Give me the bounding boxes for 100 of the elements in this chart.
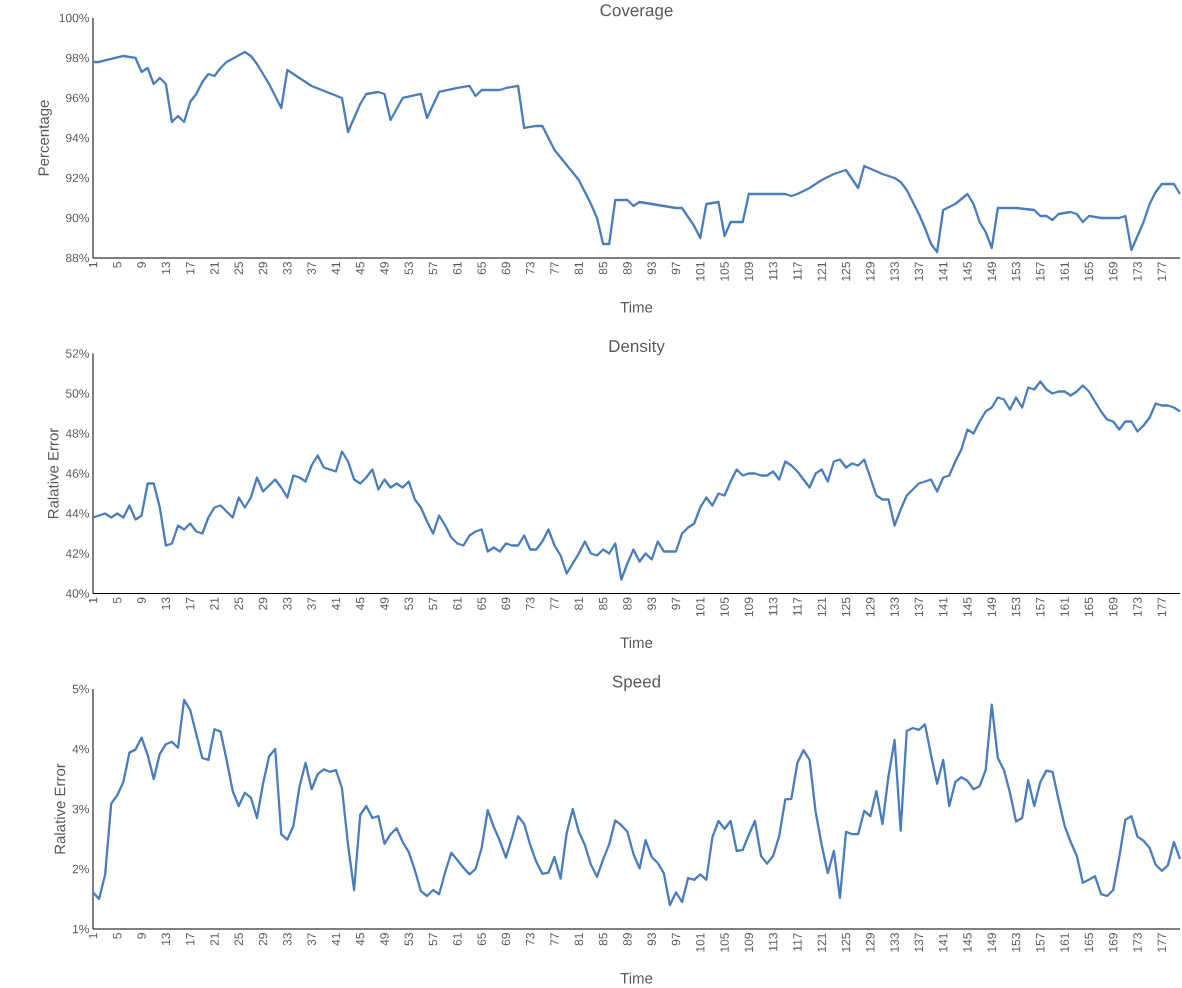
x-tick-label: 29 (258, 262, 268, 275)
x-tick-label: 165 (1084, 597, 1094, 617)
x-tick-label: 121 (817, 597, 826, 617)
x-tick-label: 97 (671, 262, 681, 275)
x-tick-label: 137 (914, 262, 924, 281)
x-tick-label: 145 (963, 933, 972, 952)
x-tick-label: 125 (841, 933, 851, 952)
x-tick-label: 173 (1133, 933, 1142, 952)
y-tick-label: 90% (66, 213, 90, 223)
x-tick-label: 61 (453, 262, 462, 275)
x-tick-label: 77 (550, 933, 559, 946)
x-tick-label: 157 (1036, 597, 1045, 617)
x-tick-label: 177 (1157, 262, 1166, 281)
y-tick-label: 88% (65, 253, 90, 263)
x-tick-label: 41 (331, 597, 341, 611)
x-tick-label: 137 (914, 933, 924, 952)
x-tick-label: 101 (696, 597, 705, 617)
y-tick-label: 52% (65, 349, 90, 358)
x-tick-label: 133 (890, 262, 899, 281)
x-tick-label: 109 (744, 262, 754, 281)
x-tick-label: 9 (137, 933, 146, 939)
x-tick-label: 41 (331, 262, 341, 275)
x-tick-label: 145 (963, 262, 972, 281)
x-tick-label: 1 (88, 597, 98, 603)
x-tick-label: 21 (210, 933, 219, 946)
x-tick-label: 49 (380, 262, 389, 275)
x-tick-label: 121 (817, 933, 826, 952)
y-tick-label: 44% (65, 509, 90, 518)
x-tick-label: 65 (477, 262, 486, 275)
x-tick-label: 45 (356, 262, 365, 275)
y-tick-label: 5% (72, 684, 90, 694)
x-tick-label: 149 (987, 597, 996, 617)
x-tick-label: 5 (113, 933, 122, 939)
x-tick-label: 25 (234, 262, 243, 275)
x-tick-label: 93 (647, 597, 656, 610)
x-tick-label: 141 (939, 933, 948, 952)
x-tick-label: 141 (939, 262, 948, 281)
y-axis-title: Ralative Error (47, 427, 59, 519)
x-tick-label: 17 (186, 597, 195, 610)
x-tick-label: 129 (866, 597, 875, 617)
chart-title: Coverage (600, 4, 673, 20)
x-tick-label: 109 (744, 933, 754, 952)
x-tick-label: 25 (234, 597, 243, 610)
x-tick-label: 169 (1108, 262, 1118, 281)
x-tick-label: 165 (1084, 933, 1094, 952)
x-tick-label: 153 (1011, 597, 1021, 617)
y-tick-label: 40% (65, 589, 90, 598)
x-tick-label: 105 (720, 933, 729, 952)
x-tick-label: 85 (598, 933, 608, 946)
x-tick-label: 157 (1036, 933, 1045, 952)
x-tick-label: 141 (939, 597, 948, 617)
y-tick-label: 98% (66, 53, 90, 63)
x-tick-label: 77 (550, 597, 559, 610)
x-tick-label: 13 (161, 933, 171, 945)
y-tick-label: 48% (65, 429, 90, 438)
x-tick-label: 49 (380, 933, 389, 946)
x-tick-label: 17 (186, 933, 195, 945)
x-tick-label: 49 (380, 597, 389, 611)
x-tick-label: 161 (1060, 597, 1069, 617)
x-tick-label: 117 (793, 597, 802, 616)
y-tick-label: 2% (72, 864, 90, 874)
x-tick-label: 45 (356, 933, 365, 946)
x-tick-label: 25 (234, 933, 243, 946)
x-tick-label: 97 (671, 597, 681, 610)
x-tick-label: 125 (841, 262, 851, 281)
y-tick-label: 1% (73, 924, 90, 934)
y-tick-label: 4% (72, 744, 90, 754)
y-tick-label: 92% (66, 173, 90, 183)
x-tick-label: 53 (404, 933, 414, 946)
x-tick-label: 89 (623, 933, 632, 946)
x-tick-label: 113 (768, 933, 778, 951)
x-tick-label: 73 (525, 597, 535, 610)
chart-title: Density (609, 339, 665, 356)
x-tick-label: 113 (768, 262, 778, 280)
x-tick-label: 105 (720, 597, 729, 617)
x-tick-label: 1 (88, 262, 98, 268)
x-tick-label: 93 (647, 933, 656, 946)
x-tick-label: 61 (453, 597, 462, 610)
y-axis-title: Ralative Error (54, 763, 66, 854)
chart-title: Speed (612, 675, 660, 691)
x-tick-label: 101 (696, 262, 705, 281)
x-tick-label: 37 (307, 597, 316, 610)
x-tick-label: 169 (1108, 933, 1118, 952)
x-tick-label: 169 (1108, 597, 1118, 617)
x-tick-label: 173 (1133, 262, 1142, 281)
x-tick-label: 65 (477, 597, 486, 610)
x-tick-label: 61 (453, 933, 462, 946)
x-tick-label: 37 (307, 933, 316, 946)
line-series (91, 698, 1182, 907)
x-tick-label: 125 (841, 597, 851, 617)
x-tick-label: 153 (1011, 262, 1021, 281)
x-tick-label: 69 (501, 597, 511, 610)
x-tick-label: 45 (356, 597, 365, 611)
x-tick-label: 133 (890, 933, 899, 952)
x-tick-label: 101 (696, 933, 705, 952)
x-tick-label: 165 (1084, 262, 1094, 281)
x-tick-label: 129 (866, 262, 875, 281)
x-tick-label: 177 (1157, 933, 1166, 952)
x-tick-label: 41 (331, 933, 341, 946)
y-tick-label: 3% (72, 804, 90, 814)
